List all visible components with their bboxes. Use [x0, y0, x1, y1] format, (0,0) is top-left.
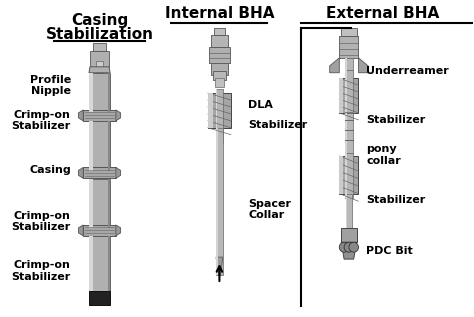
Bar	[211, 63, 228, 75]
Bar	[339, 36, 358, 58]
Bar	[341, 28, 356, 36]
Bar	[339, 156, 343, 194]
Bar	[209, 47, 230, 63]
Polygon shape	[330, 58, 339, 73]
Polygon shape	[216, 257, 223, 275]
Polygon shape	[341, 242, 356, 259]
Text: Underreamer: Underreamer	[366, 66, 449, 76]
Bar	[216, 128, 223, 275]
Text: Stabilizer: Stabilizer	[248, 120, 308, 130]
Bar	[208, 93, 231, 128]
Bar	[216, 89, 218, 143]
Bar	[339, 78, 358, 113]
Circle shape	[339, 242, 349, 252]
Bar	[345, 153, 347, 198]
Bar	[346, 194, 352, 228]
Bar	[216, 89, 223, 143]
Bar	[339, 78, 343, 113]
Bar	[96, 61, 103, 73]
Bar	[345, 113, 353, 153]
Circle shape	[349, 242, 358, 252]
Polygon shape	[78, 225, 83, 236]
Polygon shape	[116, 167, 121, 178]
Bar	[90, 51, 109, 67]
Text: Stabilization: Stabilization	[46, 27, 154, 42]
Bar	[108, 179, 110, 228]
Text: Casing: Casing	[71, 13, 128, 28]
Bar	[83, 225, 116, 236]
Bar	[345, 70, 347, 113]
Bar	[345, 153, 353, 198]
Bar	[89, 236, 110, 291]
Text: Stabilizer: Stabilizer	[366, 195, 425, 205]
Bar	[213, 71, 226, 80]
Polygon shape	[78, 110, 83, 121]
Bar	[89, 121, 110, 171]
Bar	[89, 73, 93, 113]
Text: PDC Bit: PDC Bit	[366, 246, 413, 256]
Bar	[341, 228, 356, 242]
Bar	[83, 167, 116, 178]
Text: Crimp-on
Stabilizer: Crimp-on Stabilizer	[11, 110, 71, 131]
Bar	[89, 179, 93, 228]
Text: Stabilizer: Stabilizer	[366, 115, 425, 125]
Bar	[93, 43, 106, 51]
Bar	[346, 194, 347, 228]
Bar	[89, 179, 110, 228]
Text: External BHA: External BHA	[326, 6, 439, 21]
Text: Crimp-on
Stabilizer: Crimp-on Stabilizer	[11, 210, 71, 232]
Bar	[345, 58, 353, 70]
Bar	[216, 128, 218, 275]
Circle shape	[344, 242, 354, 252]
Bar	[89, 291, 110, 305]
Bar	[89, 121, 93, 171]
Text: Crimp-on
Stabilizer: Crimp-on Stabilizer	[11, 260, 71, 282]
Bar	[345, 113, 347, 153]
Polygon shape	[116, 225, 121, 236]
Text: Internal BHA: Internal BHA	[164, 6, 274, 21]
Bar	[208, 93, 212, 128]
Text: Spacer
Collar: Spacer Collar	[248, 199, 291, 220]
Polygon shape	[78, 167, 83, 178]
Bar	[108, 73, 110, 113]
Bar	[89, 236, 93, 291]
Bar	[211, 35, 228, 47]
Text: DLA: DLA	[248, 100, 273, 110]
Text: Profile
Nipple: Profile Nipple	[29, 75, 71, 96]
Bar	[89, 73, 110, 113]
Bar	[339, 156, 358, 194]
Text: pony
collar: pony collar	[366, 144, 401, 166]
Bar	[214, 28, 225, 35]
Polygon shape	[358, 58, 368, 73]
Bar	[345, 58, 347, 70]
Bar	[83, 110, 116, 121]
Bar	[108, 121, 110, 171]
Polygon shape	[116, 110, 121, 121]
Bar	[215, 78, 224, 87]
Text: Casing: Casing	[29, 165, 71, 175]
Polygon shape	[89, 67, 110, 73]
Bar	[345, 70, 353, 113]
Bar	[108, 236, 110, 291]
